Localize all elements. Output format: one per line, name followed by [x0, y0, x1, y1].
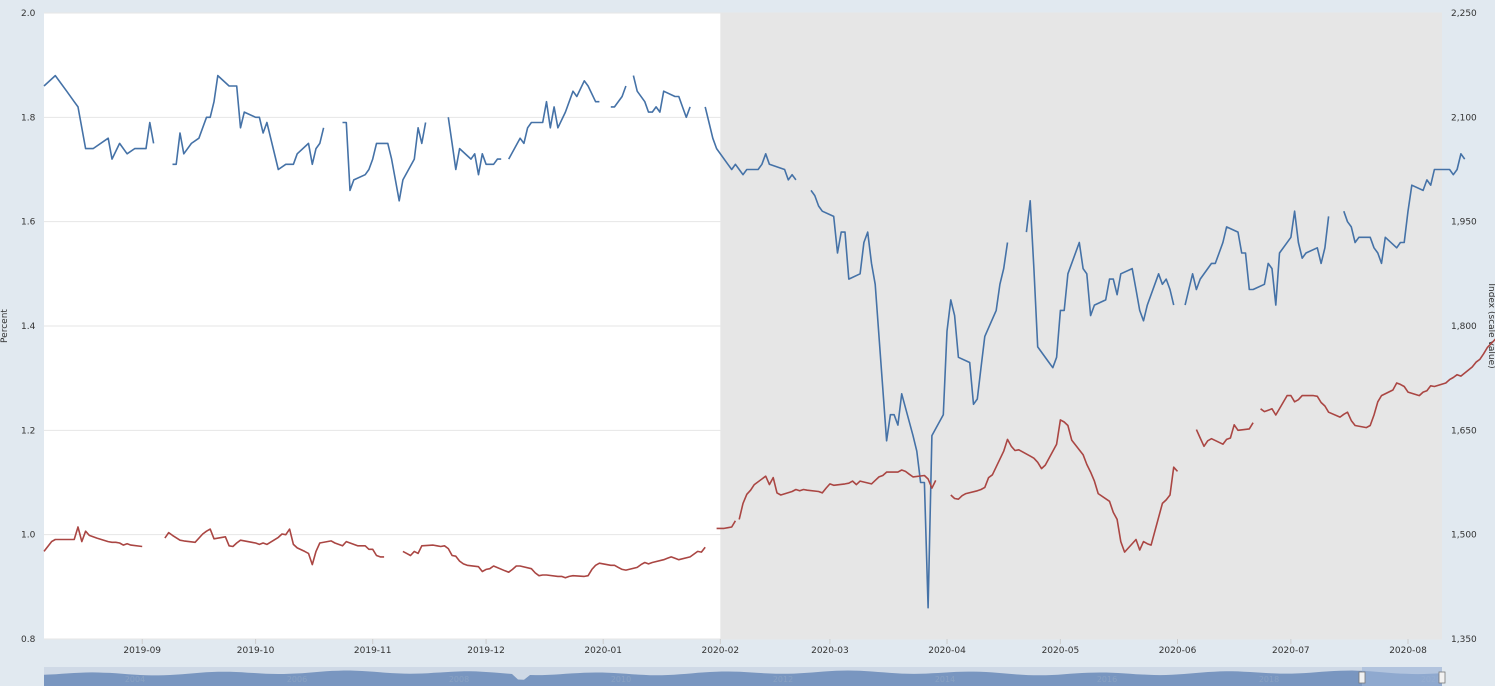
x-tick-label: 2020-06	[1159, 646, 1197, 656]
navigator-year-label: 2010	[611, 675, 631, 684]
navigator-selection[interactable]	[1362, 667, 1442, 686]
right-axis-ticks: 2,250 2,100 1,950 1,800 1,650 1,500 1,350	[1451, 9, 1477, 645]
x-tick-label: 2019-09	[123, 646, 161, 656]
navigator-year-label: 2012	[773, 675, 793, 684]
y-tick-left: 1.4	[21, 322, 36, 332]
x-tick-label: 2019-11	[354, 646, 392, 656]
navigator-year-label: 2008	[449, 675, 469, 684]
left-axis-title: Percent	[0, 309, 10, 343]
navigator-year-label: 2014	[935, 675, 955, 684]
y-tick-left: 1.0	[21, 531, 36, 541]
series-layer	[43, 74, 1495, 609]
x-tick-label: 2020-05	[1042, 646, 1080, 656]
gridlines	[44, 12, 1442, 640]
navigator-year-label: 2006	[287, 675, 307, 684]
y-tick-right: 1,500	[1451, 531, 1477, 541]
x-tick-label: 2020-01	[584, 646, 622, 656]
navigator-year-label: 2016	[1097, 675, 1117, 684]
navigator-area	[44, 670, 1442, 686]
y-tick-left: 2.0	[21, 9, 36, 19]
x-tick-label: 2019-10	[237, 646, 275, 656]
y-tick-right: 1,350	[1451, 635, 1477, 645]
y-tick-right: 1,950	[1451, 218, 1477, 228]
x-axis-ticks: 2019-09 2019-10 2019-11 2019-12 2020-01 2020-…	[123, 639, 1427, 656]
x-tick-label: 2019-12	[467, 646, 505, 656]
y-tick-left: 1.8	[21, 113, 36, 123]
y-tick-left: 1.6	[21, 218, 36, 228]
x-tick-label: 2020-03	[811, 646, 849, 656]
x-tick-label: 2020-04	[928, 646, 966, 656]
navigator-year-label: 2018	[1259, 675, 1279, 684]
x-tick-label: 2020-07	[1272, 646, 1310, 656]
y-tick-right: 1,650	[1451, 426, 1477, 436]
navigator-handle-right[interactable]	[1438, 671, 1446, 684]
y-tick-left: 0.8	[21, 635, 36, 645]
series-line-2	[43, 338, 1495, 579]
y-tick-right: 1,800	[1451, 322, 1477, 332]
series-line-1	[43, 74, 1466, 609]
navigator-handle-left[interactable]	[1358, 671, 1366, 684]
navigator[interactable]: 200420062008201020122014201620182020	[44, 667, 1446, 686]
navigator-year-label: 2004	[125, 675, 145, 684]
y-tick-left: 1.2	[21, 426, 35, 436]
x-tick-label: 2020-02	[702, 646, 740, 656]
y-tick-right: 2,100	[1451, 113, 1477, 123]
left-axis-ticks: 2.0 1.8 1.6 1.4 1.2 1.0 0.8	[21, 9, 36, 645]
x-tick-label: 2020-08	[1389, 646, 1427, 656]
y-tick-right: 2,250	[1451, 9, 1477, 19]
right-axis-title: Index (scale value)	[1486, 283, 1495, 368]
